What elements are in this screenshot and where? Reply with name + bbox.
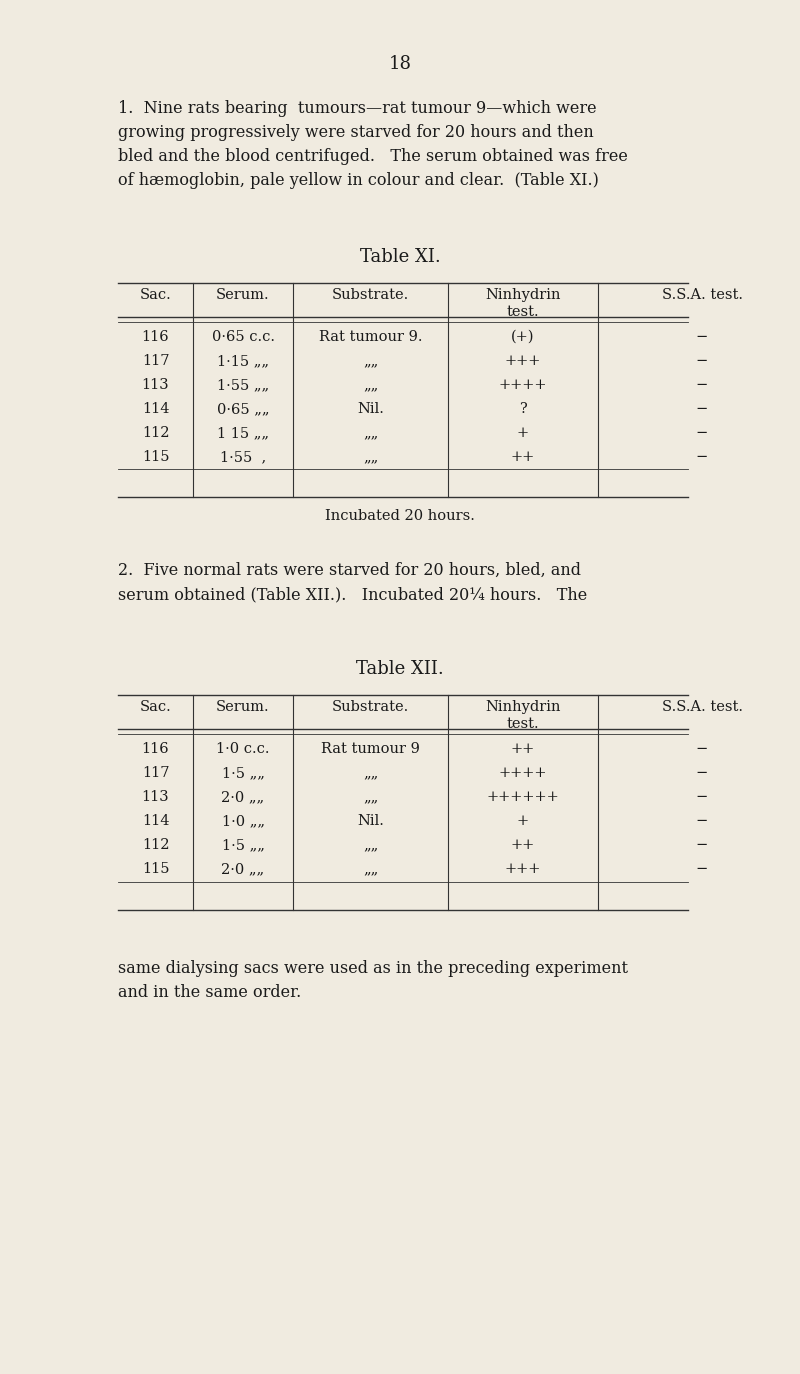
Text: „„: „„ — [363, 354, 378, 368]
Text: −: − — [696, 354, 708, 368]
Text: Substrate.: Substrate. — [332, 699, 409, 714]
Text: 1·5 „„: 1·5 „„ — [222, 838, 265, 852]
Text: 116: 116 — [142, 742, 170, 756]
Text: 113: 113 — [142, 378, 170, 392]
Text: 1·55  ,: 1·55 , — [220, 451, 266, 464]
Text: 1 15 „„: 1 15 „„ — [217, 426, 269, 440]
Text: Ninhydrin
test.: Ninhydrin test. — [486, 289, 561, 319]
Text: „„: „„ — [363, 378, 378, 392]
Text: 2·0 „„: 2·0 „„ — [222, 861, 265, 877]
Text: „„: „„ — [363, 838, 378, 852]
Text: ++: ++ — [511, 838, 535, 852]
Text: „„: „„ — [363, 426, 378, 440]
Text: −: − — [696, 765, 708, 780]
Text: −: − — [696, 861, 708, 877]
Text: 2·0 „„: 2·0 „„ — [222, 790, 265, 804]
Text: 2.  Five normal rats were starved for 20 hours, bled, and
serum obtained (Table : 2. Five normal rats were starved for 20 … — [118, 562, 587, 603]
Text: Serum.: Serum. — [216, 289, 270, 302]
Text: ++++: ++++ — [498, 765, 547, 780]
Text: 18: 18 — [389, 55, 411, 73]
Text: „„: „„ — [363, 451, 378, 464]
Text: −: − — [696, 813, 708, 829]
Text: „„: „„ — [363, 790, 378, 804]
Text: 0·65 „„: 0·65 „„ — [217, 403, 270, 416]
Text: S.S.A. test.: S.S.A. test. — [662, 699, 742, 714]
Text: Ninhydrin
test.: Ninhydrin test. — [486, 699, 561, 731]
Text: −: − — [696, 742, 708, 756]
Text: same dialysing sacs were used as in the preceding experiment
and in the same ord: same dialysing sacs were used as in the … — [118, 960, 628, 1002]
Text: 114: 114 — [142, 403, 170, 416]
Text: Table XII.: Table XII. — [356, 660, 444, 677]
Text: −: − — [696, 378, 708, 392]
Text: Incubated 20 hours.: Incubated 20 hours. — [325, 508, 475, 523]
Text: 1.  Nine rats bearing  tumours—rat tumour 9—which were
growing progressively wer: 1. Nine rats bearing tumours—rat tumour … — [118, 100, 628, 190]
Text: (+): (+) — [511, 330, 534, 344]
Text: S.S.A. test.: S.S.A. test. — [662, 289, 742, 302]
Text: 1·0 „„: 1·0 „„ — [222, 813, 265, 829]
Text: 0·65 c.c.: 0·65 c.c. — [211, 330, 274, 344]
Text: 112: 112 — [142, 426, 170, 440]
Text: 112: 112 — [142, 838, 170, 852]
Text: +: + — [517, 426, 529, 440]
Text: ++++++: ++++++ — [486, 790, 559, 804]
Text: „„: „„ — [363, 861, 378, 877]
Text: −: − — [696, 790, 708, 804]
Text: 1·15 „„: 1·15 „„ — [217, 354, 269, 368]
Text: Serum.: Serum. — [216, 699, 270, 714]
Text: −: − — [696, 426, 708, 440]
Text: ++: ++ — [511, 742, 535, 756]
Text: 116: 116 — [142, 330, 170, 344]
Text: Nil.: Nil. — [357, 813, 384, 829]
Text: +++: +++ — [505, 861, 541, 877]
Text: 114: 114 — [142, 813, 170, 829]
Text: Nil.: Nil. — [357, 403, 384, 416]
Text: +++: +++ — [505, 354, 541, 368]
Text: Rat tumour 9: Rat tumour 9 — [321, 742, 420, 756]
Text: +: + — [517, 813, 529, 829]
Text: 113: 113 — [142, 790, 170, 804]
Text: 117: 117 — [142, 354, 170, 368]
Text: Sac.: Sac. — [140, 289, 171, 302]
Text: −: − — [696, 330, 708, 344]
Text: −: − — [696, 403, 708, 416]
Text: 117: 117 — [142, 765, 170, 780]
Text: ++++: ++++ — [498, 378, 547, 392]
Text: Substrate.: Substrate. — [332, 289, 409, 302]
Text: 1·55 „„: 1·55 „„ — [217, 378, 269, 392]
Text: Rat tumour 9.: Rat tumour 9. — [318, 330, 422, 344]
Text: ++: ++ — [511, 451, 535, 464]
Text: 115: 115 — [142, 451, 170, 464]
Text: −: − — [696, 451, 708, 464]
Text: 1·0 c.c.: 1·0 c.c. — [216, 742, 270, 756]
Text: 1·5 „„: 1·5 „„ — [222, 765, 265, 780]
Text: Table XI.: Table XI. — [360, 247, 440, 267]
Text: „„: „„ — [363, 765, 378, 780]
Text: 115: 115 — [142, 861, 170, 877]
Text: ?: ? — [519, 403, 527, 416]
Text: −: − — [696, 838, 708, 852]
Text: Sac.: Sac. — [140, 699, 171, 714]
